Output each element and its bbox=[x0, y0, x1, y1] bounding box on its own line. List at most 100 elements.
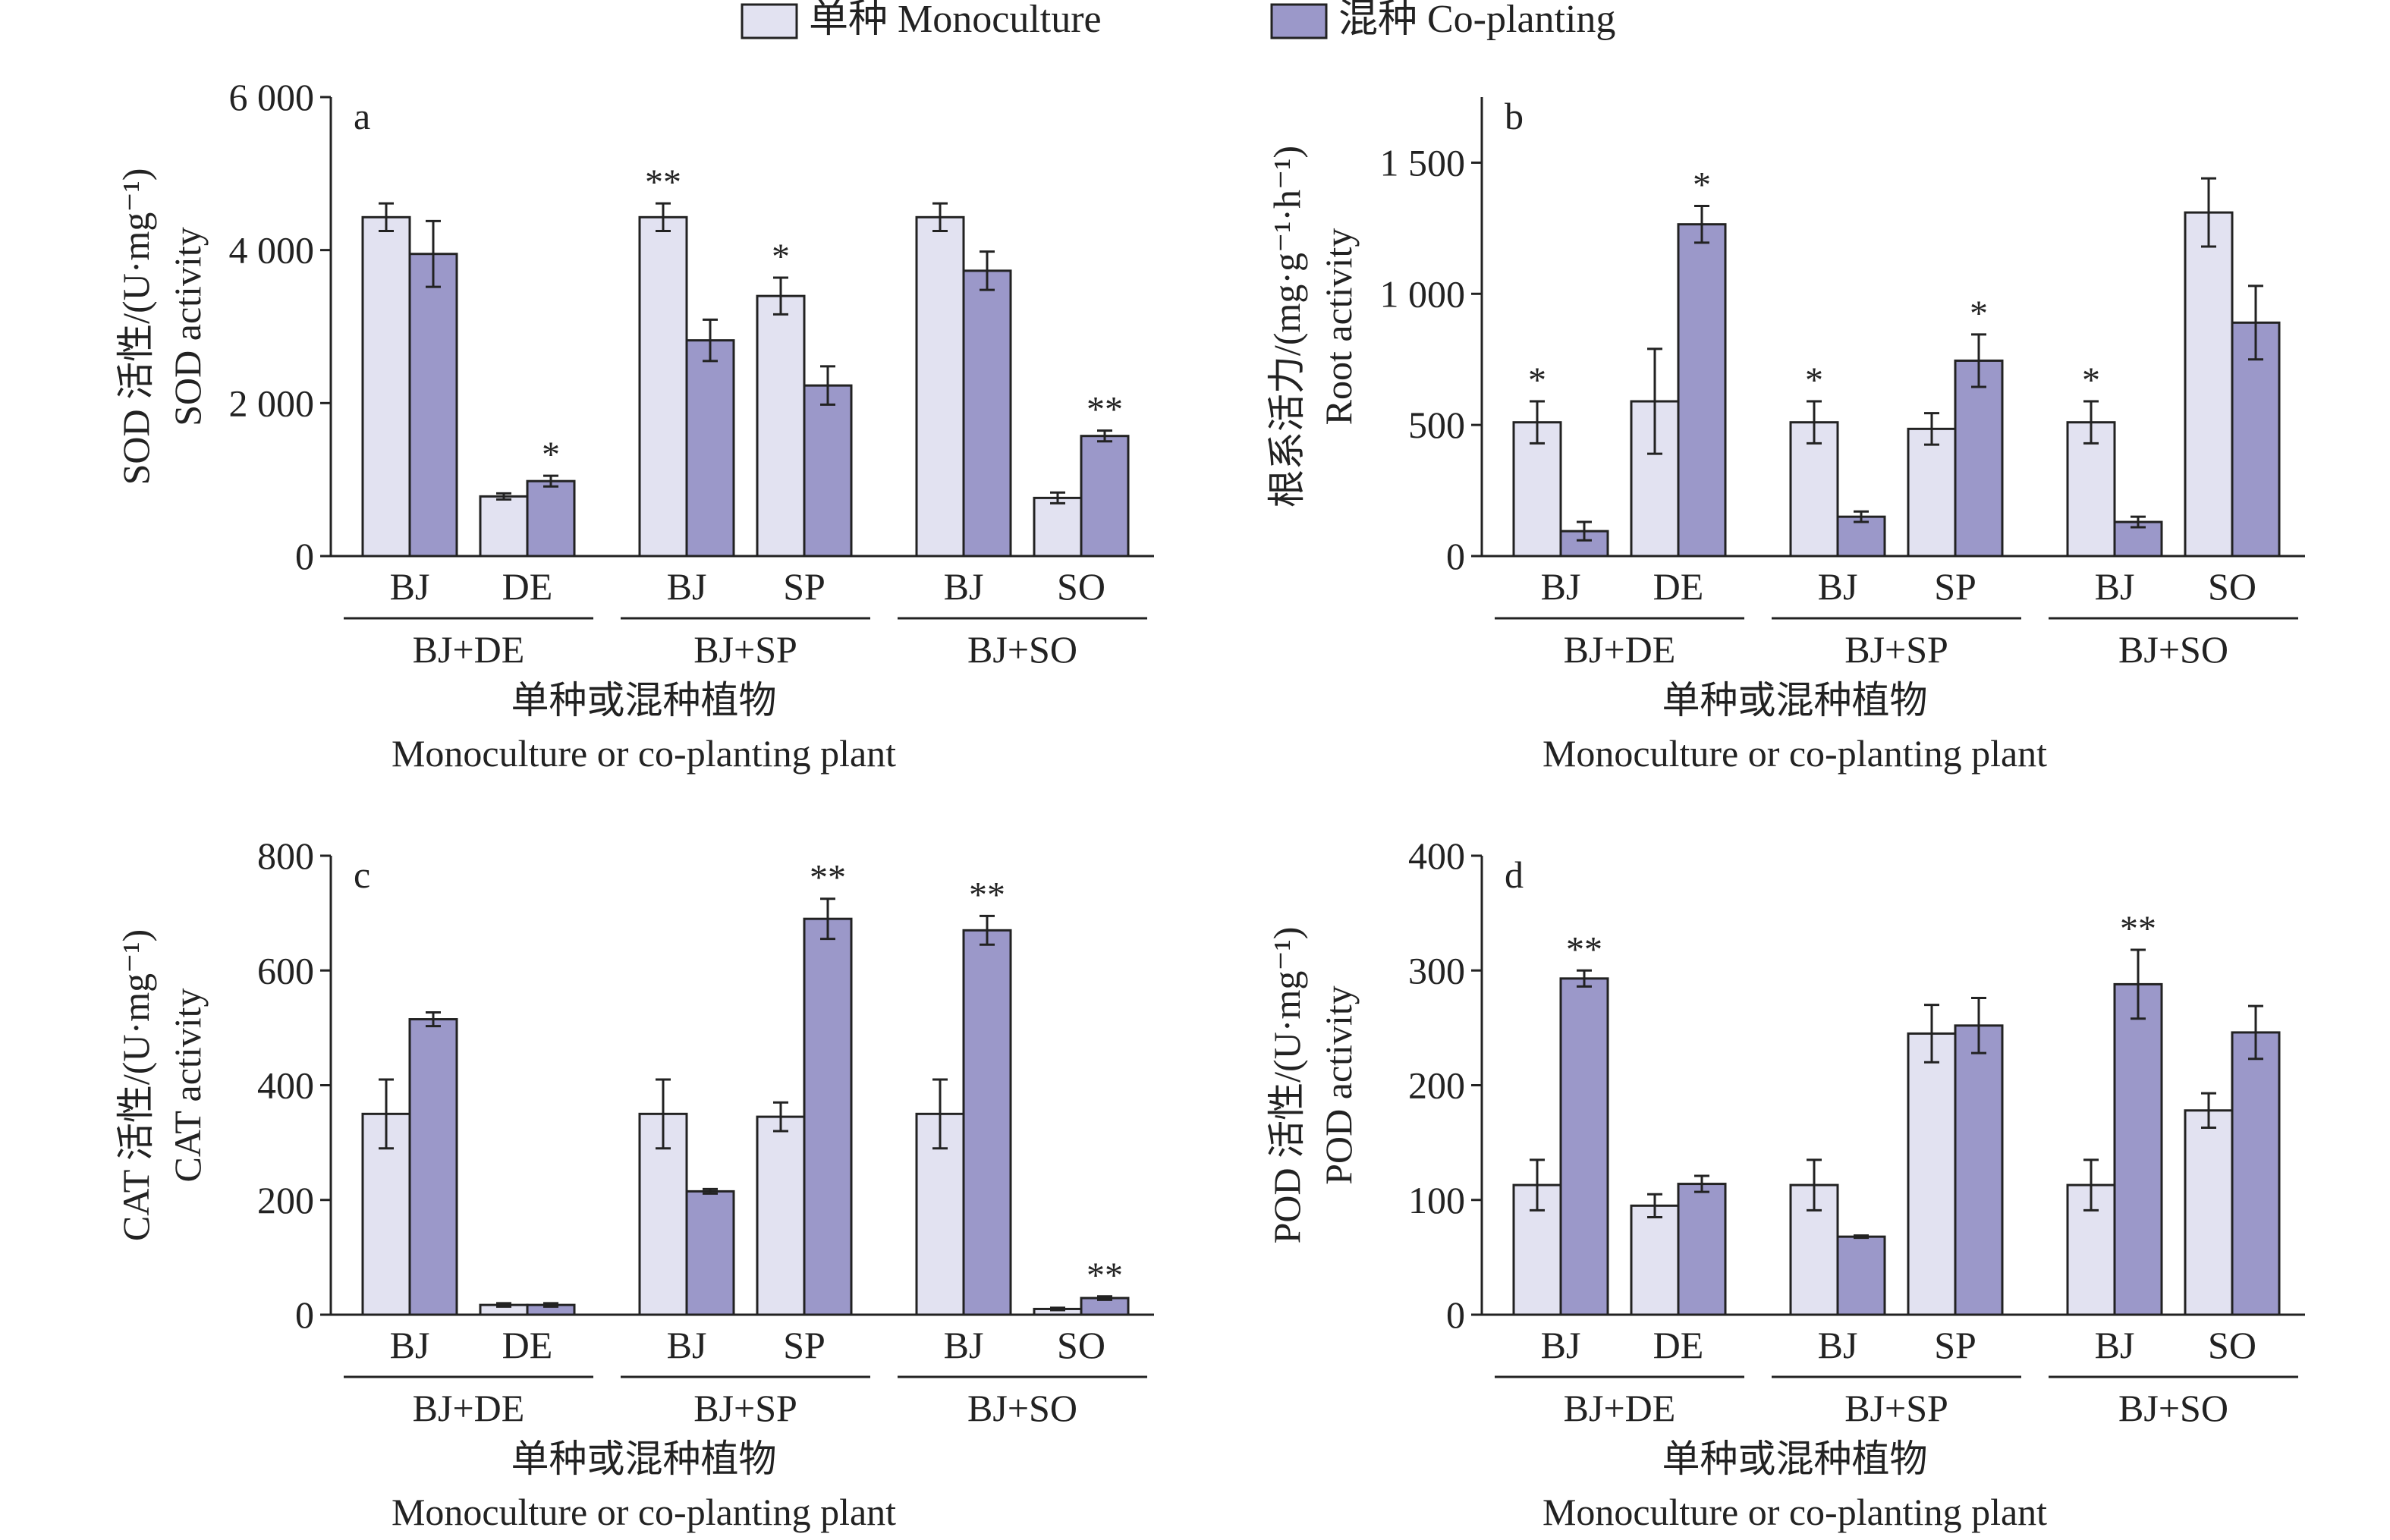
bar-monoculture bbox=[2066, 421, 2116, 558]
bar-co-planting bbox=[2231, 1031, 2281, 1316]
y-axis-title-en: Root activity bbox=[1317, 228, 1360, 426]
y-tick-label: 200 bbox=[257, 1179, 314, 1221]
bar-monoculture bbox=[1789, 421, 1839, 558]
x-tick-label: SO bbox=[1057, 565, 1105, 608]
panel-letter: c bbox=[354, 853, 370, 896]
y-axis-title-en: POD activity bbox=[1317, 985, 1360, 1184]
x-axis-title-en: Monoculture or co-planting plant bbox=[1542, 1491, 2047, 1533]
group-label: BJ+SO bbox=[2118, 628, 2228, 671]
x-axis-title-en: Monoculture or co-planting plant bbox=[392, 732, 896, 775]
x-tick-label: SP bbox=[783, 1324, 825, 1366]
y-tick-label: 400 bbox=[1408, 834, 1465, 877]
bar-co-planting bbox=[1677, 1183, 1727, 1316]
y-tick-label: 400 bbox=[257, 1064, 314, 1107]
x-axis-title-zh: 单种或混种植物 bbox=[1662, 1438, 1928, 1480]
group-label: BJ+SO bbox=[2118, 1387, 2228, 1429]
panel-letter: a bbox=[354, 95, 370, 137]
bar-co-planting bbox=[1954, 1024, 2004, 1316]
y-tick-label: 0 bbox=[1446, 535, 1465, 577]
bar-co-planting bbox=[962, 269, 1012, 558]
y-tick-label: 1 500 bbox=[1380, 141, 1466, 184]
y-tick-label: 6 000 bbox=[229, 76, 315, 118]
bar-monoculture bbox=[638, 215, 688, 558]
significance-mark-co-planting: ** bbox=[1087, 1256, 1123, 1296]
bar-monoculture bbox=[915, 215, 965, 558]
x-tick-label: SO bbox=[1057, 1324, 1105, 1366]
x-tick-label: BJ bbox=[390, 565, 430, 608]
x-tick-label: BJ bbox=[944, 1324, 984, 1366]
x-tick-label: BJ bbox=[2095, 565, 2135, 608]
bar-monoculture bbox=[1033, 496, 1083, 558]
significance-mark-co-planting: * bbox=[542, 435, 560, 475]
x-axis-title-zh: 单种或混种植物 bbox=[1662, 679, 1928, 721]
bar-co-planting bbox=[408, 1018, 458, 1316]
significance-mark-co-planting: ** bbox=[969, 875, 1005, 915]
x-tick-label: DE bbox=[502, 565, 553, 608]
y-tick-label: 200 bbox=[1408, 1064, 1465, 1107]
y-tick-label: 800 bbox=[257, 834, 314, 877]
x-tick-label: DE bbox=[1653, 1324, 1704, 1366]
significance-mark-monoculture: ** bbox=[645, 162, 681, 203]
significance-mark-co-planting: ** bbox=[1566, 929, 1602, 970]
y-axis-title-zh: CAT 活性/(U·mg⁻¹) bbox=[115, 929, 157, 1241]
group-label: BJ+SP bbox=[693, 1387, 797, 1429]
y-axis-title-en: SOD activity bbox=[166, 227, 209, 426]
bar-co-planting bbox=[526, 479, 576, 558]
group-label: BJ+DE bbox=[1564, 1387, 1676, 1429]
x-axis-title-zh: 单种或混种植物 bbox=[511, 679, 777, 721]
x-tick-label: BJ bbox=[390, 1324, 430, 1366]
x-tick-label: BJ bbox=[1818, 565, 1858, 608]
x-axis-title-en: Monoculture or co-planting plant bbox=[1542, 732, 2047, 775]
y-axis-title-en: CAT activity bbox=[166, 988, 209, 1182]
group-label: BJ+DE bbox=[413, 628, 525, 671]
group-label: BJ+SO bbox=[967, 1387, 1077, 1429]
x-tick-label: BJ bbox=[1541, 565, 1581, 608]
significance-mark-monoculture: * bbox=[1528, 360, 1546, 401]
y-tick-label: 1 000 bbox=[1380, 272, 1466, 315]
y-tick-label: 0 bbox=[295, 1293, 314, 1336]
bar-co-planting bbox=[685, 339, 735, 558]
panel-d-pod: 0 100 200 300 400 d POD 活性/(U·mg⁻¹) POD activit… bbox=[1266, 834, 2305, 1533]
y-axis-title-zh: SOD 活性/(U·mg⁻¹) bbox=[115, 168, 157, 486]
y-tick-label: 2 000 bbox=[229, 382, 315, 424]
x-tick-label: BJ bbox=[2095, 1324, 2135, 1366]
bar-co-planting bbox=[685, 1190, 735, 1316]
bar-monoculture bbox=[1630, 1204, 1680, 1316]
bar-monoculture bbox=[756, 294, 806, 558]
bar-co-planting bbox=[1836, 515, 1886, 558]
x-tick-label: DE bbox=[502, 1324, 553, 1366]
bar-monoculture bbox=[1907, 427, 1957, 558]
x-tick-label: BJ bbox=[1541, 1324, 1581, 1366]
group-label: BJ+SP bbox=[1844, 628, 1948, 671]
x-tick-label: SP bbox=[1934, 1324, 1976, 1366]
panel-a-sod: 0 2 000 4 000 6 000 a SOD 活性/(U·mg⁻¹) SOD acti… bbox=[115, 76, 1154, 775]
bar-monoculture bbox=[2184, 1109, 2234, 1316]
y-axis-title-zh: POD 活性/(U·mg⁻¹) bbox=[1266, 927, 1308, 1244]
bar-co-planting bbox=[1954, 359, 2004, 558]
y-tick-label: 0 bbox=[295, 535, 314, 577]
significance-mark-monoculture: * bbox=[772, 237, 790, 277]
x-tick-label: SO bbox=[2208, 1324, 2256, 1366]
y-tick-label: 4 000 bbox=[229, 229, 315, 272]
bar-co-planting bbox=[962, 929, 1012, 1316]
x-tick-label: BJ bbox=[667, 565, 707, 608]
x-tick-label: BJ bbox=[1818, 1324, 1858, 1366]
bar-co-planting bbox=[408, 253, 458, 558]
bar-co-planting bbox=[1677, 223, 1727, 558]
significance-mark-co-planting: * bbox=[1693, 165, 1711, 205]
legend-swatch-monoculture bbox=[741, 3, 798, 39]
x-tick-label: BJ bbox=[667, 1324, 707, 1366]
bar-co-planting bbox=[2231, 321, 2281, 558]
y-tick-label: 300 bbox=[1408, 949, 1465, 992]
significance-mark-co-planting: ** bbox=[2120, 909, 2156, 949]
bar-monoculture bbox=[1907, 1032, 1957, 1316]
significance-mark-co-planting: ** bbox=[1087, 390, 1123, 430]
panel-letter: d bbox=[1505, 853, 1524, 896]
y-axis-title-zh: 根系活力/(mg·g⁻¹·h⁻¹) bbox=[1266, 146, 1308, 508]
x-tick-label: SP bbox=[783, 565, 825, 608]
group-label: BJ+DE bbox=[1564, 628, 1676, 671]
legend-label-monoculture: 单种 Monoculture bbox=[809, 0, 1102, 41]
y-tick-label: 0 bbox=[1446, 1293, 1465, 1336]
group-label: BJ+SP bbox=[693, 628, 797, 671]
